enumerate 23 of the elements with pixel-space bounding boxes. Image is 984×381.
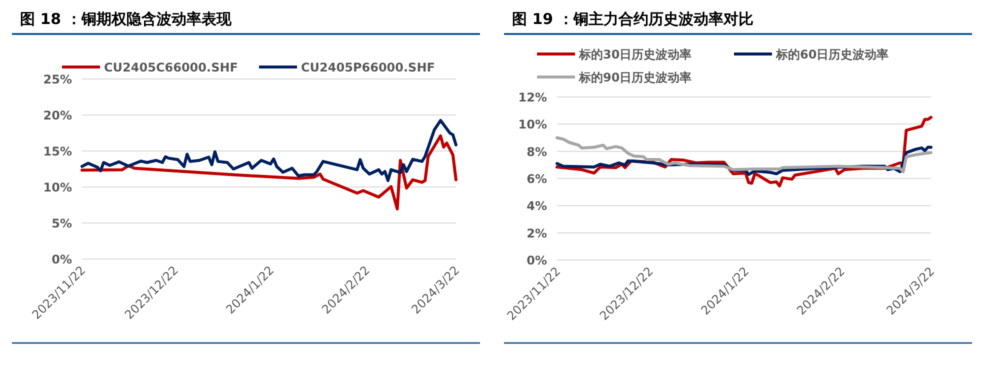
y-tick-label: 25% <box>43 72 72 86</box>
legend-label: 标的90日历史波动率 <box>578 70 692 84</box>
y-tick-label: 5% <box>52 216 72 230</box>
legend-label: 标的60日历史波动率 <box>775 48 889 62</box>
y-tick-label: 4% <box>526 199 547 214</box>
legend-label: CU2405C66000.SHF <box>104 60 238 74</box>
y-tick-label: 12% <box>518 90 547 104</box>
y-tick-label: 0% <box>526 254 547 268</box>
y-tick-label: 10% <box>518 118 547 132</box>
legend-label: 标的30日历史波动率 <box>578 48 692 62</box>
line-series <box>80 118 458 182</box>
y-tick-label: 2% <box>526 226 547 240</box>
y-tick-label: 10% <box>43 180 72 194</box>
y-tick-label: 15% <box>43 144 72 158</box>
y-tick-label: 0% <box>52 252 72 266</box>
line-series <box>80 134 458 210</box>
chart-title: 图 18 ：铜期权隐含波动率表现 <box>20 10 232 28</box>
y-tick-label: 20% <box>43 108 72 122</box>
y-tick-label: 8% <box>526 144 547 159</box>
line-series <box>556 136 932 174</box>
legend-label: CU2405P66000.SHF <box>301 60 435 74</box>
y-tick-label: 6% <box>526 172 547 186</box>
chart-title: 图 19 ：铜主力合约历史波动率对比 <box>512 10 754 28</box>
